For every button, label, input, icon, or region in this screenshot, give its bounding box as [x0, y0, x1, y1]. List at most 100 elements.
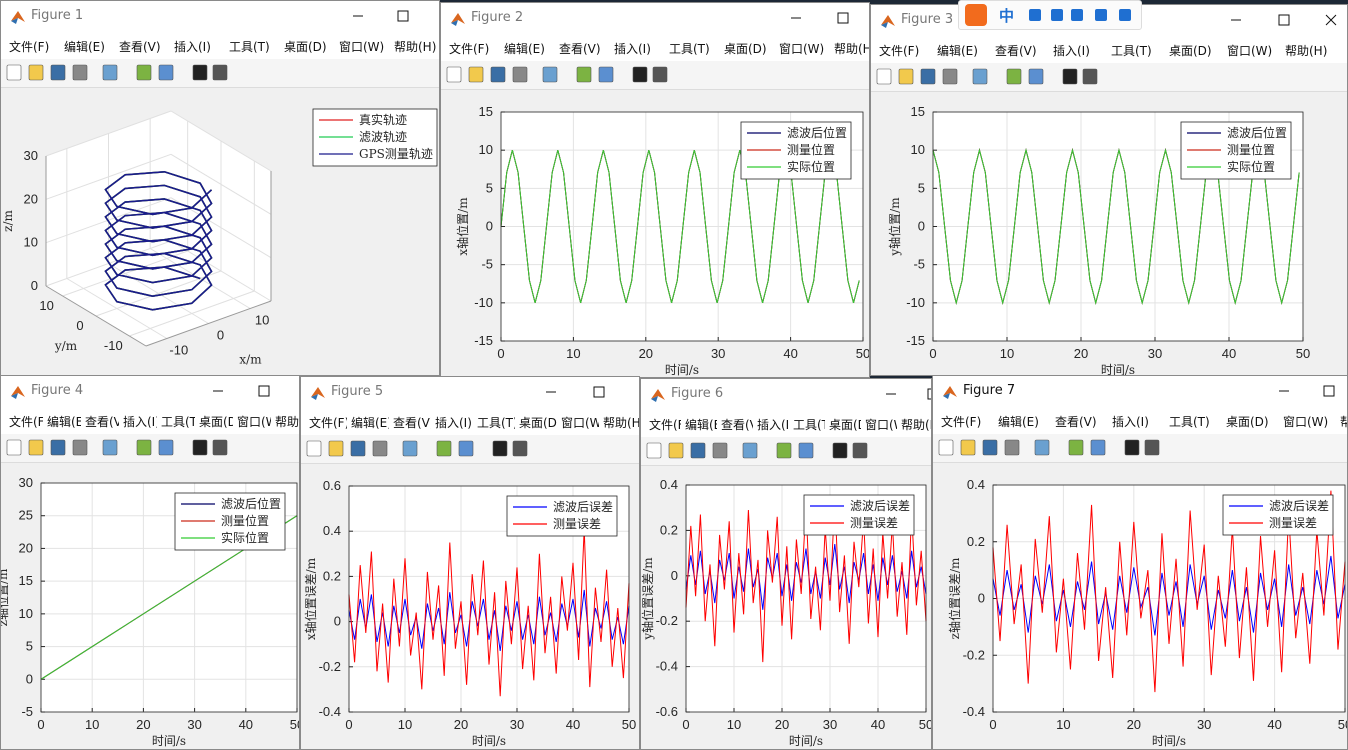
tool-button[interactable] — [1068, 439, 1084, 456]
tool-button[interactable] — [832, 442, 848, 459]
tool-button[interactable] — [852, 442, 868, 459]
tool-button[interactable] — [158, 64, 174, 81]
menu-item[interactable]: 工具(T) — [477, 416, 515, 430]
ime-button[interactable] — [1095, 9, 1107, 21]
menu-item[interactable]: 查看(V) — [1055, 415, 1097, 429]
tool-button[interactable] — [982, 439, 998, 456]
maximize-button[interactable] — [593, 386, 605, 398]
tool-button[interactable] — [212, 439, 228, 456]
tool-button[interactable] — [652, 66, 668, 83]
menu-item[interactable]: 帮助(H) — [1340, 413, 1347, 430]
menu-item[interactable]: 插入(I) — [1112, 415, 1149, 429]
menu-item[interactable]: 文件(F) — [309, 416, 347, 430]
menu-item[interactable]: 帮助(H) — [1285, 44, 1328, 58]
tool-button[interactable] — [512, 440, 528, 457]
menu-item[interactable]: 查看(V) — [995, 44, 1037, 58]
menu-item[interactable]: 编辑(E) — [937, 44, 978, 58]
menu-item[interactable]: 窗口(W) — [1283, 415, 1329, 429]
menu-item[interactable]: 桌面(D) — [724, 42, 767, 56]
tool-button[interactable] — [136, 64, 152, 81]
menu-item[interactable]: 插入(I) — [614, 42, 651, 56]
menu-item[interactable]: 桌面(D) — [1226, 415, 1269, 429]
close-button[interactable] — [1325, 14, 1337, 26]
maximize-button[interactable] — [837, 12, 849, 24]
tool-button[interactable] — [350, 440, 366, 457]
tool-button[interactable] — [1090, 439, 1106, 456]
maximize-button[interactable] — [1323, 385, 1335, 397]
menu-item[interactable]: 桌面(D) — [1169, 44, 1212, 58]
menu-item[interactable]: 工具(T) — [1111, 44, 1152, 58]
menu-item[interactable]: 编辑(E) — [351, 416, 389, 430]
menu-item[interactable]: 窗口(W) — [1227, 44, 1273, 58]
maximize-button[interactable] — [258, 385, 270, 397]
menu-item[interactable]: 工具(T) — [161, 415, 195, 429]
ime-button[interactable] — [1029, 9, 1041, 21]
menu-item[interactable]: 窗口(W) — [779, 42, 825, 56]
menu-item[interactable]: 查看(V) — [119, 40, 161, 54]
menu-item[interactable]: 窗口(W) — [561, 416, 599, 430]
ime-button[interactable] — [1071, 9, 1083, 21]
tool-button[interactable] — [1004, 439, 1020, 456]
tool-button[interactable] — [776, 442, 792, 459]
menu-item[interactable]: 帮助(H) — [394, 40, 437, 54]
tool-button[interactable] — [372, 440, 388, 457]
tool-button[interactable] — [72, 64, 88, 81]
menu-item[interactable]: 工具(T) — [229, 40, 270, 54]
tool-button[interactable] — [898, 68, 914, 85]
menu-item[interactable]: 桌面(D) — [519, 416, 557, 430]
tool-button[interactable] — [468, 66, 484, 83]
menu-item[interactable]: 编辑(E) — [685, 418, 717, 432]
tool-button[interactable] — [920, 68, 936, 85]
tool-button[interactable] — [446, 66, 462, 83]
tool-button[interactable] — [668, 442, 684, 459]
tool-button[interactable] — [1144, 439, 1160, 456]
menu-item[interactable]: 插入(I) — [174, 40, 211, 54]
menu-item[interactable]: 插入(I) — [435, 416, 472, 430]
tool-button[interactable] — [938, 439, 954, 456]
menu-item[interactable]: 窗口(W) — [237, 415, 271, 429]
tool-button[interactable] — [306, 440, 322, 457]
tool-button[interactable] — [158, 439, 174, 456]
tool-button[interactable] — [1124, 439, 1140, 456]
menu-item[interactable]: 查看(V) — [393, 416, 431, 430]
menu-item[interactable]: 窗口(W) — [865, 418, 897, 432]
tool-button[interactable] — [742, 442, 758, 459]
menu-item[interactable]: 文件(F) — [9, 415, 43, 429]
tool-button[interactable] — [646, 442, 662, 459]
tool-button[interactable] — [490, 66, 506, 83]
tool-button[interactable] — [28, 439, 44, 456]
tool-button[interactable] — [72, 439, 88, 456]
tool-button[interactable] — [102, 64, 118, 81]
tool-button[interactable] — [598, 66, 614, 83]
menu-item[interactable]: 文件(F) — [649, 418, 681, 432]
tool-button[interactable] — [798, 442, 814, 459]
tool-button[interactable] — [1034, 439, 1050, 456]
menu-item[interactable]: 编辑(E) — [64, 40, 105, 54]
tool-button[interactable] — [458, 440, 474, 457]
maximize-button[interactable] — [1278, 14, 1290, 26]
menu-item[interactable]: 插入(I) — [757, 418, 789, 432]
tool-button[interactable] — [960, 439, 976, 456]
tool-button[interactable] — [6, 439, 22, 456]
tool-button[interactable] — [632, 66, 648, 83]
menu-item[interactable]: 帮助(H) — [275, 415, 300, 429]
tool-button[interactable] — [492, 440, 508, 457]
menu-item[interactable]: 文件(F) — [941, 415, 982, 429]
menu-item[interactable]: 文件(F) — [449, 42, 490, 56]
tool-button[interactable] — [712, 442, 728, 459]
menu-item[interactable]: 文件(F) — [9, 40, 50, 54]
tool-button[interactable] — [1062, 68, 1078, 85]
menu-item[interactable]: 查看(V) — [85, 415, 119, 429]
tool-button[interactable] — [436, 440, 452, 457]
tool-button[interactable] — [690, 442, 706, 459]
menu-item[interactable]: 工具(T) — [1169, 415, 1210, 429]
menu-item[interactable]: 编辑(E) — [47, 415, 81, 429]
ime-button[interactable] — [1119, 9, 1131, 21]
ime-button[interactable] — [1051, 9, 1063, 21]
menu-item[interactable]: 插入(I) — [123, 415, 157, 429]
tool-button[interactable] — [212, 64, 228, 81]
tool-button[interactable] — [576, 66, 592, 83]
menu-item[interactable]: 文件(F) — [879, 44, 920, 58]
tool-button[interactable] — [1028, 68, 1044, 85]
menu-item[interactable]: 桌面(D) — [284, 40, 327, 54]
